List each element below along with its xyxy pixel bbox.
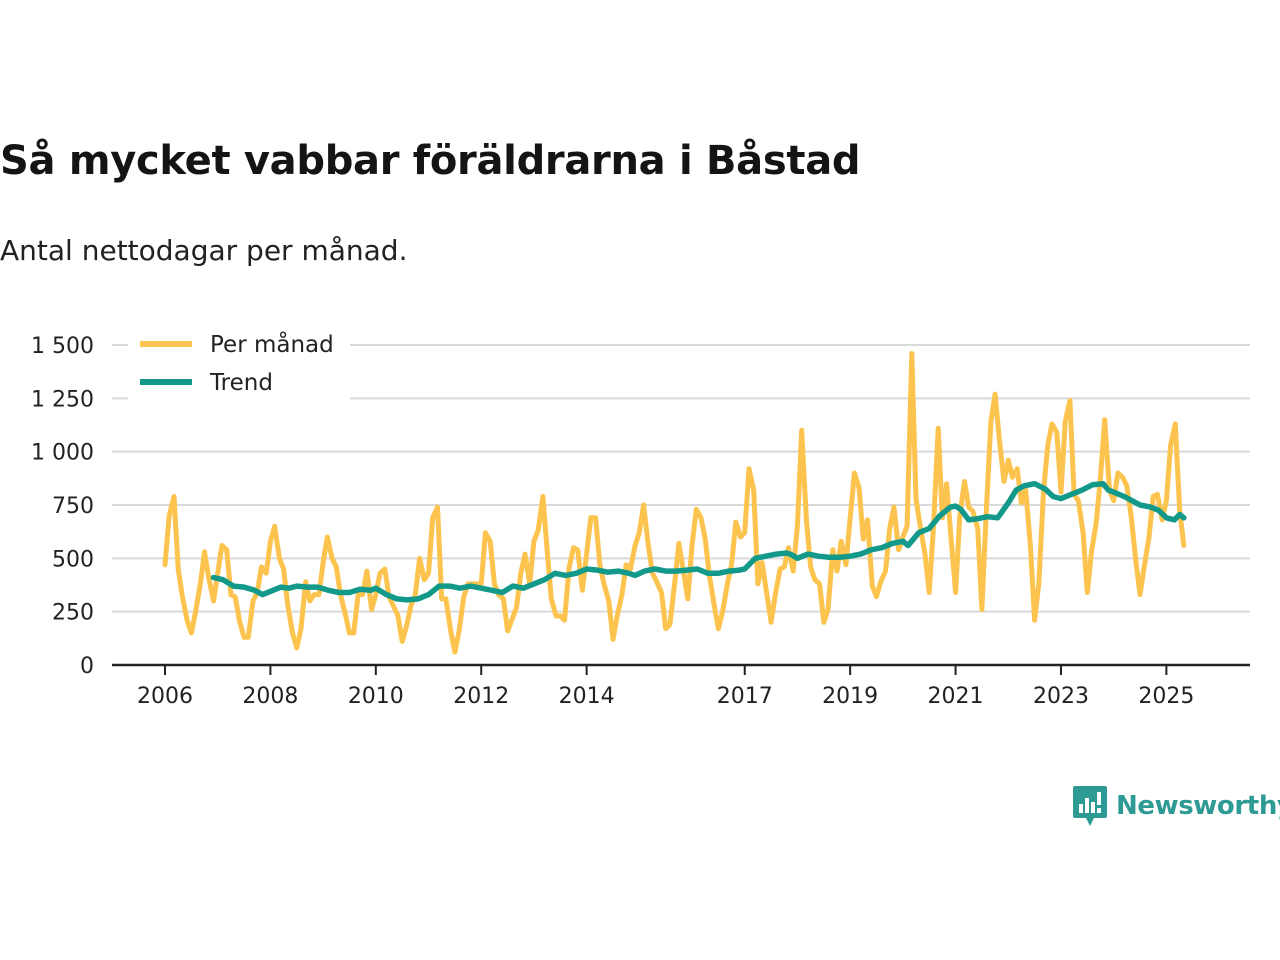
y-tick-label: 1 000 xyxy=(31,441,94,466)
x-tick-label: 2014 xyxy=(559,684,615,709)
x-tick-label: 2008 xyxy=(242,684,298,709)
legend: Per månad Trend xyxy=(128,326,350,400)
brand-name: Newsworthy xyxy=(1116,791,1280,821)
series-lines xyxy=(162,351,1187,655)
x-axis-ticks: 2006 2008 2010 2012 2014 2017 2019 2021 2023 2025 xyxy=(112,663,1250,709)
series-line-per-manad xyxy=(162,351,1187,655)
x-tick-label: 2012 xyxy=(453,684,509,709)
y-tick-label: 1 250 xyxy=(31,387,94,412)
y-tick-label: 750 xyxy=(52,494,94,519)
series-line-trend xyxy=(210,480,1187,603)
x-tick-label: 2017 xyxy=(717,684,773,709)
newsworthy-icon xyxy=(1073,786,1107,826)
legend-label: Trend xyxy=(209,370,273,396)
y-tick-label: 0 xyxy=(80,654,94,679)
brand-logo: Newsworthy xyxy=(1072,784,1280,828)
y-axis-ticks: 0 250 500 750 1 000 1 250 1 500 xyxy=(31,334,94,679)
legend-background xyxy=(128,326,350,400)
chart-title: Så mycket vabbar föräldrarna i Båstad xyxy=(0,138,861,184)
x-tick-label: 2006 xyxy=(137,684,193,709)
y-tick-label: 500 xyxy=(52,547,94,572)
y-tick-label: 250 xyxy=(52,601,94,626)
x-tick-label: 2010 xyxy=(348,684,404,709)
x-tick-label: 2023 xyxy=(1033,684,1089,709)
x-tick-label: 2021 xyxy=(928,684,984,709)
x-tick-label: 2019 xyxy=(822,684,878,709)
y-tick-label: 1 500 xyxy=(31,334,94,359)
legend-label: Per månad xyxy=(210,330,334,358)
x-tick-label: 2025 xyxy=(1138,684,1194,709)
chart-subtitle: Antal nettodagar per månad. xyxy=(0,234,408,267)
